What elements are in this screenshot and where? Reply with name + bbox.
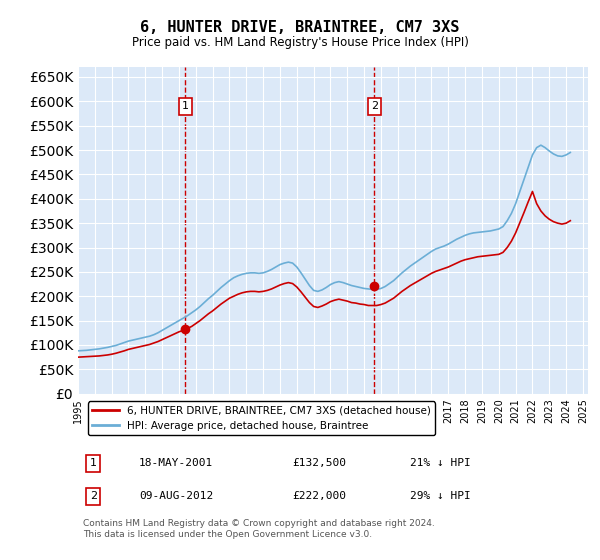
Text: 09-AUG-2012: 09-AUG-2012: [139, 491, 214, 501]
Text: 1: 1: [90, 458, 97, 468]
Text: 1: 1: [182, 101, 189, 111]
Text: 29% ↓ HPI: 29% ↓ HPI: [409, 491, 470, 501]
Legend: 6, HUNTER DRIVE, BRAINTREE, CM7 3XS (detached house), HPI: Average price, detach: 6, HUNTER DRIVE, BRAINTREE, CM7 3XS (det…: [88, 402, 435, 435]
Text: 18-MAY-2001: 18-MAY-2001: [139, 458, 214, 468]
Text: £222,000: £222,000: [292, 491, 346, 501]
Text: 6, HUNTER DRIVE, BRAINTREE, CM7 3XS: 6, HUNTER DRIVE, BRAINTREE, CM7 3XS: [140, 20, 460, 35]
Text: Contains HM Land Registry data © Crown copyright and database right 2024.
This d: Contains HM Land Registry data © Crown c…: [83, 520, 435, 539]
Text: 2: 2: [371, 101, 378, 111]
Text: Price paid vs. HM Land Registry's House Price Index (HPI): Price paid vs. HM Land Registry's House …: [131, 36, 469, 49]
Text: 2: 2: [90, 491, 97, 501]
Text: £132,500: £132,500: [292, 458, 346, 468]
Text: 21% ↓ HPI: 21% ↓ HPI: [409, 458, 470, 468]
